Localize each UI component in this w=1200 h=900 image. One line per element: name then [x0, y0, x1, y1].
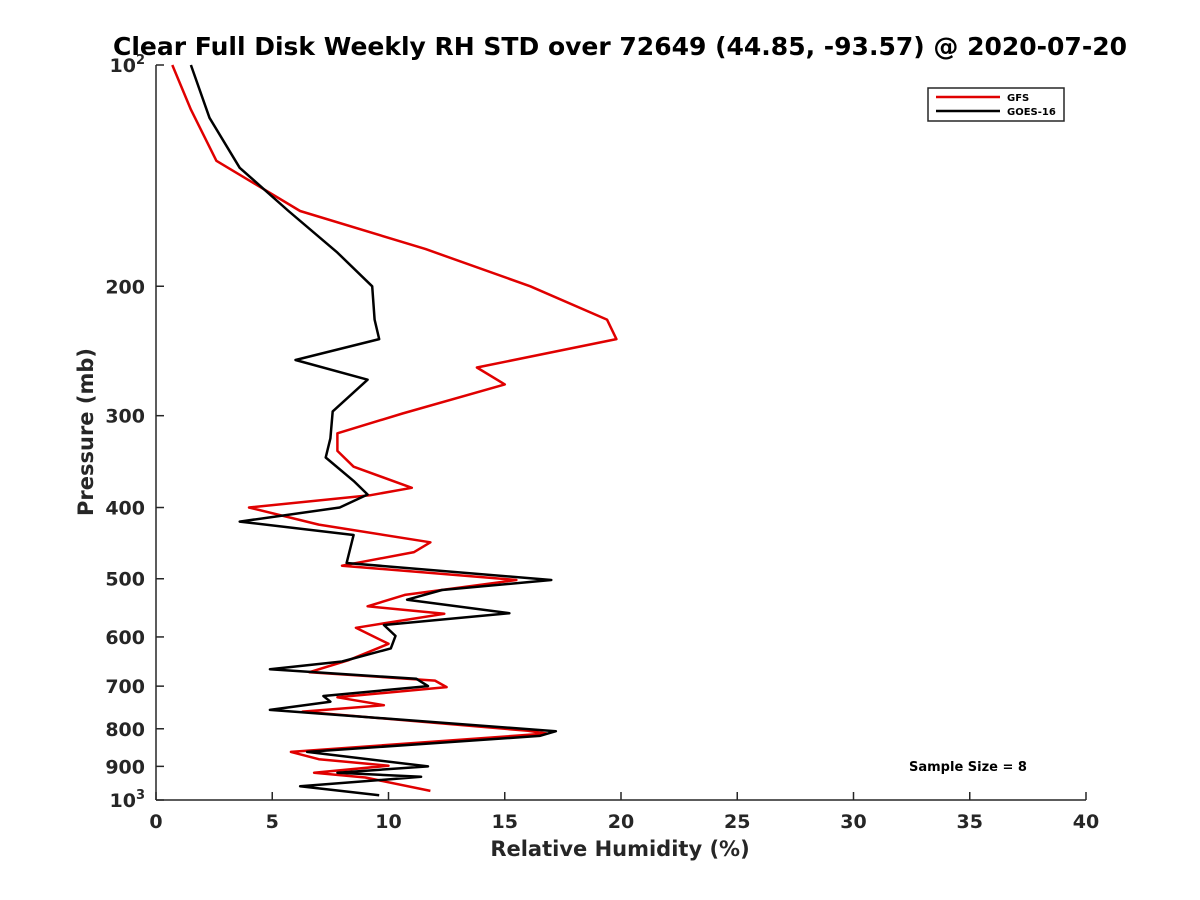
y-tick-label: 700 — [105, 676, 145, 698]
x-axis-ticks: 0 5 10 15 20 25 30 35 40 — [149, 792, 1099, 833]
x-tick-label: 15 — [492, 811, 518, 833]
x-tick-label: 35 — [957, 811, 983, 833]
x-tick-label: 5 — [266, 811, 279, 833]
x-tick-label: 40 — [1073, 811, 1099, 833]
x-tick-label: 20 — [608, 811, 634, 833]
y-tick-label: 600 — [105, 627, 145, 649]
x-tick-label: 0 — [149, 811, 162, 833]
x-axis-label: Relative Humidity (%) — [490, 837, 749, 861]
y-axis-ticks: 102 200 300 400 500 600 700 800 900 103 — [105, 53, 164, 812]
series-line-goes16 — [189, 64, 558, 797]
y-tick-label: 300 — [105, 406, 145, 428]
x-tick-label: 10 — [375, 811, 401, 833]
sample-size-annotation: Sample Size = 8 — [909, 760, 1027, 775]
plot-area — [171, 64, 618, 797]
y-tick-label: 103 — [110, 788, 146, 812]
x-tick-label: 30 — [840, 811, 866, 833]
y-tick-label: 500 — [105, 569, 145, 591]
legend-box — [927, 87, 1065, 122]
y-tick-label: 800 — [105, 719, 145, 741]
series-line-gfs — [171, 64, 618, 793]
y-axis-label: Pressure (mb) — [74, 348, 98, 516]
chart-title: Clear Full Disk Weekly RH STD over 72649… — [113, 32, 1127, 61]
y-tick-label: 200 — [105, 276, 145, 298]
legend-label-gfs: GFS — [1007, 93, 1029, 104]
x-tick-label: 25 — [724, 811, 750, 833]
y-tick-label: 900 — [105, 756, 145, 778]
y-tick-label: 400 — [105, 498, 145, 520]
y-tick-label: 102 — [110, 53, 146, 77]
legend: GFS GOES-16 — [927, 87, 1065, 122]
legend-label-goes16: GOES-16 — [1007, 107, 1056, 118]
